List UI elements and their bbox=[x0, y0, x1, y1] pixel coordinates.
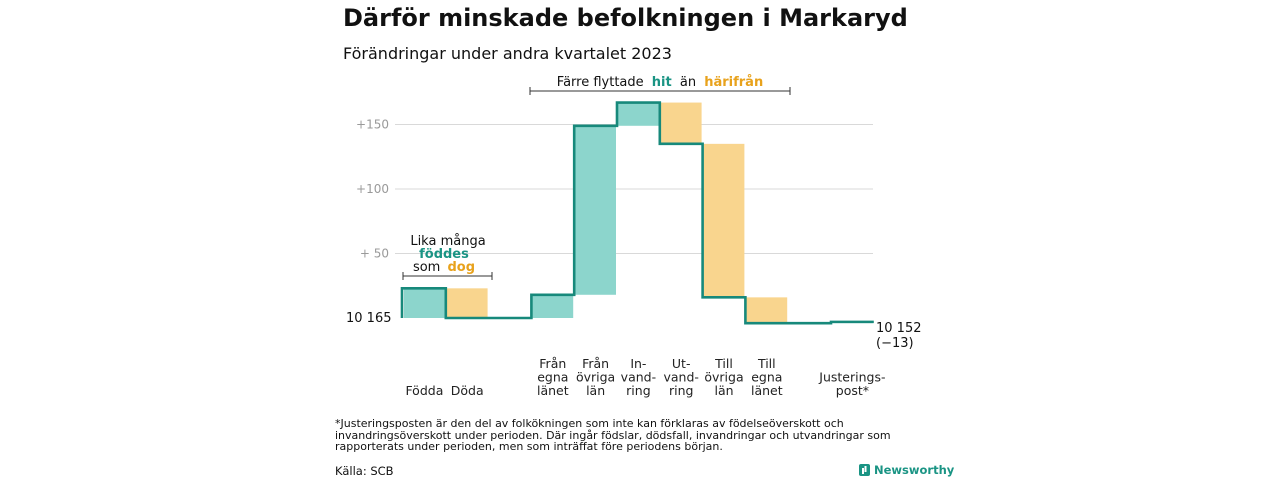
x-tick-label: Ut- bbox=[672, 356, 691, 371]
x-tick-label: Justerings- bbox=[818, 370, 885, 385]
x-tick-label: övriga bbox=[704, 370, 743, 385]
x-axis-labels: Födda DödaFrånegnalänetFrånövrigalänIn-va… bbox=[405, 356, 885, 398]
y-tick-label: +150 bbox=[356, 118, 389, 132]
footnote: *Justeringsposten är den del av folkökni… bbox=[335, 417, 891, 453]
x-tick-label: Från bbox=[539, 356, 566, 371]
bars bbox=[404, 102, 873, 324]
x-tick-label: övriga bbox=[576, 370, 615, 385]
x-tick-label: ring bbox=[626, 383, 650, 398]
y-tick-label: +100 bbox=[356, 182, 389, 196]
bar bbox=[746, 297, 788, 324]
chart-subtitle: Förändringar under andra kvartalet 2023 bbox=[343, 44, 672, 63]
births-annotation-line3: som dog bbox=[413, 260, 475, 275]
brand-name: Newsworthy bbox=[874, 463, 955, 477]
x-tick-label: vand- bbox=[621, 370, 656, 385]
bar bbox=[618, 102, 659, 126]
start-value-label: 10 165 bbox=[346, 311, 392, 326]
end-value-label: 10 152 bbox=[876, 321, 922, 336]
x-tick-label: In- bbox=[630, 356, 646, 371]
x-tick-label: vand- bbox=[663, 370, 698, 385]
source-label: Källa: SCB bbox=[335, 464, 394, 478]
bar bbox=[660, 102, 702, 144]
x-tick-label: ring bbox=[669, 383, 693, 398]
x-tick-label: egna bbox=[751, 370, 782, 385]
x-tick-label: länet bbox=[751, 383, 783, 398]
x-tick-label: län bbox=[586, 383, 605, 398]
bar bbox=[404, 288, 445, 318]
births-annotation-line1: Lika många bbox=[410, 234, 485, 249]
x-tick-label: post* bbox=[836, 383, 869, 398]
x-tick-label: Till bbox=[757, 356, 776, 371]
x-tick-label: egna bbox=[537, 370, 568, 385]
bar bbox=[446, 288, 488, 318]
y-axis-labels: +150 +100 + 50 bbox=[356, 118, 389, 261]
x-tick-label: Till bbox=[714, 356, 733, 371]
bar bbox=[532, 294, 574, 318]
end-change-label: (−13) bbox=[876, 336, 914, 351]
x-tick-label: län bbox=[714, 383, 733, 398]
x-tick-label: Från bbox=[582, 356, 609, 371]
annotations: Färre flyttade hit än härifrån Lika mång… bbox=[402, 75, 791, 280]
cumulative-step-line bbox=[400, 101, 874, 325]
bar bbox=[703, 143, 745, 298]
step-line bbox=[400, 101, 874, 325]
migration-annotation: Färre flyttade hit än härifrån bbox=[557, 75, 763, 90]
x-tick-label: Födda bbox=[405, 383, 443, 398]
x-tick-label: Döda bbox=[451, 383, 484, 398]
brand-logo[interactable]: Newsworthy bbox=[859, 463, 954, 477]
births-annotation-fodde: föddes bbox=[419, 247, 469, 262]
newsworthy-logo-icon bbox=[859, 464, 870, 476]
bar bbox=[575, 125, 616, 295]
x-tick-label: länet bbox=[537, 383, 569, 398]
chart-title: Därför minskade befolkningen i Markaryd bbox=[343, 4, 908, 32]
y-tick-label: + 50 bbox=[360, 247, 389, 261]
